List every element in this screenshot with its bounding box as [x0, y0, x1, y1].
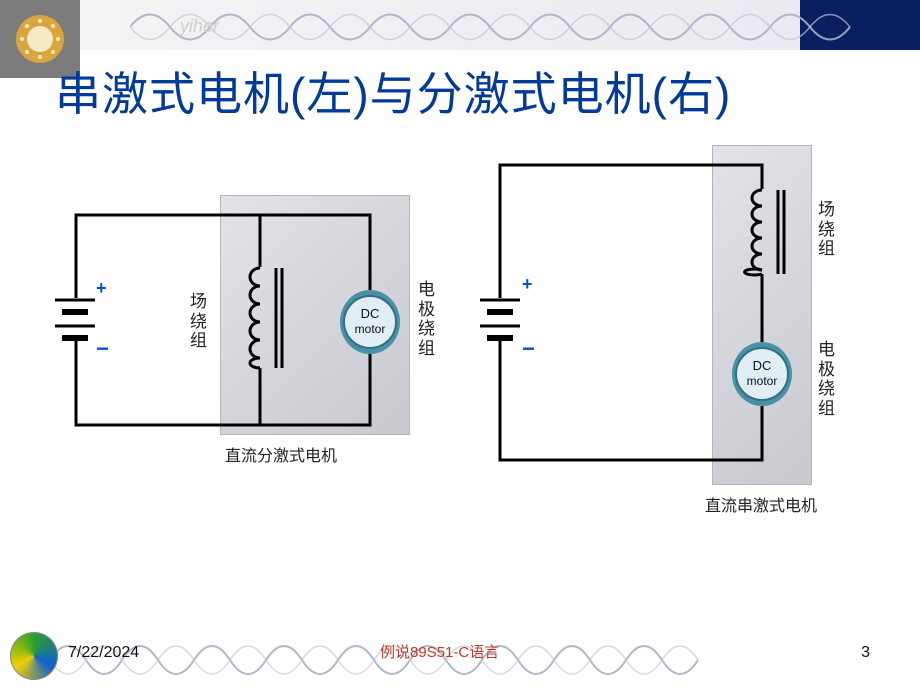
motor-label-dc: DC	[753, 358, 772, 373]
right-field-winding-label: 场绕组	[818, 200, 835, 259]
right-battery-plus: +	[522, 274, 533, 295]
page-number: 3	[861, 644, 870, 662]
page-title: 串激式电机(左)与分激式电机(右)	[55, 58, 731, 124]
diagram-area: DC motor + − 场绕组 电极绕组 直流分激式电机 DC	[0, 140, 920, 560]
header-wave	[130, 2, 890, 52]
footer-circle-icon	[10, 632, 58, 680]
footer-band: 7/22/2024 例说89S51-C语言 3	[0, 620, 920, 690]
motor-label-motor: motor	[747, 374, 778, 388]
right-caption: 直流串激式电机	[705, 492, 817, 516]
right-schematic-wires: DC motor	[0, 140, 900, 540]
right-armature-winding-label: 电极绕组	[818, 340, 835, 418]
right-battery-minus: −	[522, 336, 535, 362]
footer-center-text: 例说89S51-C语言	[380, 641, 499, 662]
watermark: yiher	[180, 16, 219, 37]
footer-date: 7/22/2024	[68, 644, 139, 662]
